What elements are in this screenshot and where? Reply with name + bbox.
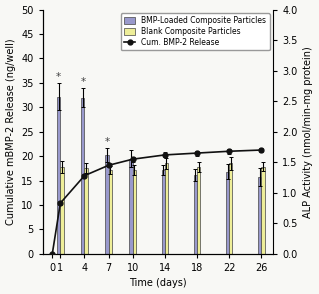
Bar	[81, 98, 85, 254]
Bar	[130, 158, 133, 254]
Bar	[85, 168, 88, 254]
Text: *: *	[104, 137, 109, 147]
Bar	[60, 167, 63, 254]
Text: *: *	[80, 77, 85, 87]
Bar	[108, 170, 112, 254]
Bar	[197, 167, 200, 254]
Bar	[261, 167, 264, 254]
Bar	[165, 163, 168, 254]
Bar	[226, 172, 229, 254]
Bar	[105, 155, 108, 254]
Bar	[57, 96, 60, 254]
X-axis label: Time (days): Time (days)	[129, 278, 187, 288]
Bar	[162, 170, 165, 254]
Bar	[229, 163, 232, 254]
Bar	[133, 170, 136, 254]
Bar	[258, 177, 261, 254]
Y-axis label: Cumulative mBMP-2 Release (ng/well): Cumulative mBMP-2 Release (ng/well)	[5, 39, 16, 225]
Legend: BMP-Loaded Composite Particles, Blank Composite Particles, Cum. BMP-2 Release: BMP-Loaded Composite Particles, Blank Co…	[121, 13, 270, 50]
Bar	[194, 175, 197, 254]
Y-axis label: ALP Activity (nmol/min-mg protein): ALP Activity (nmol/min-mg protein)	[303, 46, 314, 218]
Text: *: *	[56, 72, 61, 82]
